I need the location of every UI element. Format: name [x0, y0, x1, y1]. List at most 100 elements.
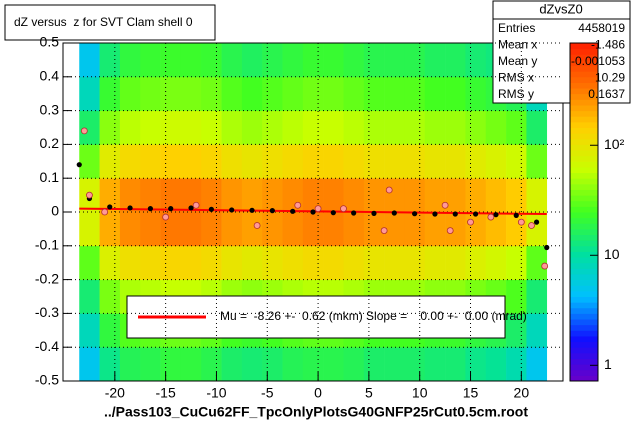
heatmap-cell	[221, 144, 243, 179]
mean-point	[127, 205, 133, 211]
heatmap-cell	[506, 110, 527, 145]
heatmap-cell	[282, 43, 304, 78]
palette-band	[570, 82, 598, 89]
stats-box	[492, 0, 631, 104]
heatmap-cell	[221, 76, 243, 111]
heatmap-cell	[282, 76, 304, 111]
heatmap-cell	[221, 43, 243, 78]
heatmap-cell	[445, 76, 466, 111]
y-tick-label: -0.2	[35, 270, 59, 286]
palette-band	[570, 65, 598, 72]
heatmap-cell	[262, 43, 283, 78]
palette-band	[570, 335, 598, 343]
palette-band	[570, 251, 598, 258]
x-tick-label: 10	[412, 385, 428, 401]
heatmap-cell	[241, 144, 263, 179]
sigma-point	[80, 127, 88, 135]
stats-value: 0.1637	[588, 87, 625, 101]
heatmap-cell	[79, 212, 100, 247]
heatmap-cell	[221, 110, 243, 145]
heatmap-cell	[119, 347, 141, 382]
heatmap-cell	[526, 245, 548, 280]
mean-point	[544, 244, 550, 251]
heatmap-cell	[404, 245, 426, 280]
heatmap-cell	[221, 245, 243, 280]
mean-point	[533, 219, 540, 225]
mean-point	[371, 210, 377, 216]
mean-point	[391, 210, 397, 216]
palette-band	[570, 155, 598, 162]
x-tick-label: 5	[365, 385, 373, 401]
heatmap-cell	[160, 347, 182, 382]
x-tick-label: -10	[206, 385, 226, 401]
x-tick-label: -5	[261, 385, 274, 401]
heatmap-cell	[160, 76, 182, 111]
y-tick-label: -0.3	[35, 304, 59, 320]
z-tick-label: 1	[604, 356, 612, 372]
mean-point	[310, 209, 316, 215]
heatmap-cell	[526, 347, 548, 382]
heatmap-cell	[119, 245, 141, 280]
heatmap-cell	[445, 212, 466, 247]
heatmap-cell	[180, 245, 202, 280]
mean-point	[351, 210, 357, 216]
palette-band	[570, 302, 598, 309]
palette-band	[570, 228, 598, 236]
heatmap-cell	[99, 245, 121, 280]
heatmap-cell	[323, 245, 344, 280]
heatmap-cell	[99, 212, 121, 247]
mean-point	[412, 211, 418, 217]
heatmap-cell	[485, 347, 507, 382]
heatmap-cell	[465, 110, 487, 145]
heatmap-cell	[180, 110, 202, 145]
sigma-point	[385, 186, 393, 194]
heatmap-cell	[384, 245, 405, 280]
palette-band	[570, 138, 598, 145]
mean-point	[188, 205, 194, 211]
palette-band	[570, 183, 598, 190]
palette-band	[570, 99, 598, 106]
sigma-point	[86, 191, 93, 199]
heatmap-cell	[79, 110, 100, 145]
heatmap-cell	[160, 245, 182, 280]
palette-band	[570, 212, 598, 219]
y-tick-label: 0.1	[40, 169, 60, 185]
heatmap-cell	[282, 110, 304, 145]
heatmap-cell	[323, 347, 344, 382]
heatmap-cell	[465, 144, 487, 179]
sigma-point	[253, 222, 261, 229]
heatmap-cell	[119, 43, 141, 78]
heatmap-cell	[262, 347, 283, 382]
palette-band	[570, 352, 598, 359]
heatmap-cell	[424, 178, 446, 213]
x-tick-label: 0	[314, 385, 322, 401]
heatmap-cell	[343, 110, 365, 145]
heatmap-cell	[262, 110, 283, 145]
y-tick-label: -0.4	[35, 338, 59, 354]
heatmap-cell	[485, 178, 507, 213]
heatmap-cell	[485, 144, 507, 179]
heatmap-cell	[323, 76, 344, 111]
palette-band	[570, 296, 598, 303]
palette-band	[570, 369, 598, 376]
heatmap-cell	[526, 313, 548, 348]
sigma-point	[446, 227, 454, 234]
heatmap-cell	[201, 347, 222, 382]
mean-point	[229, 207, 235, 213]
heatmap-cell	[526, 212, 548, 247]
heatmap-cell	[180, 76, 202, 111]
x-tick-label: -20	[105, 385, 125, 401]
palette-band	[570, 341, 598, 348]
heatmap-cell	[506, 245, 527, 280]
heatmap-cell	[424, 212, 446, 247]
heatmap-cell	[445, 144, 466, 179]
heatmap-cell	[506, 347, 527, 382]
stats-value: 10.29	[595, 71, 625, 85]
heatmap-cell	[506, 279, 527, 314]
heatmap-cell	[262, 76, 283, 111]
heatmap-cell	[465, 245, 487, 280]
heatmap-cell	[99, 347, 121, 382]
palette-frame	[569, 42, 599, 382]
sigma-point	[528, 222, 535, 229]
heatmap-cell	[241, 43, 263, 78]
